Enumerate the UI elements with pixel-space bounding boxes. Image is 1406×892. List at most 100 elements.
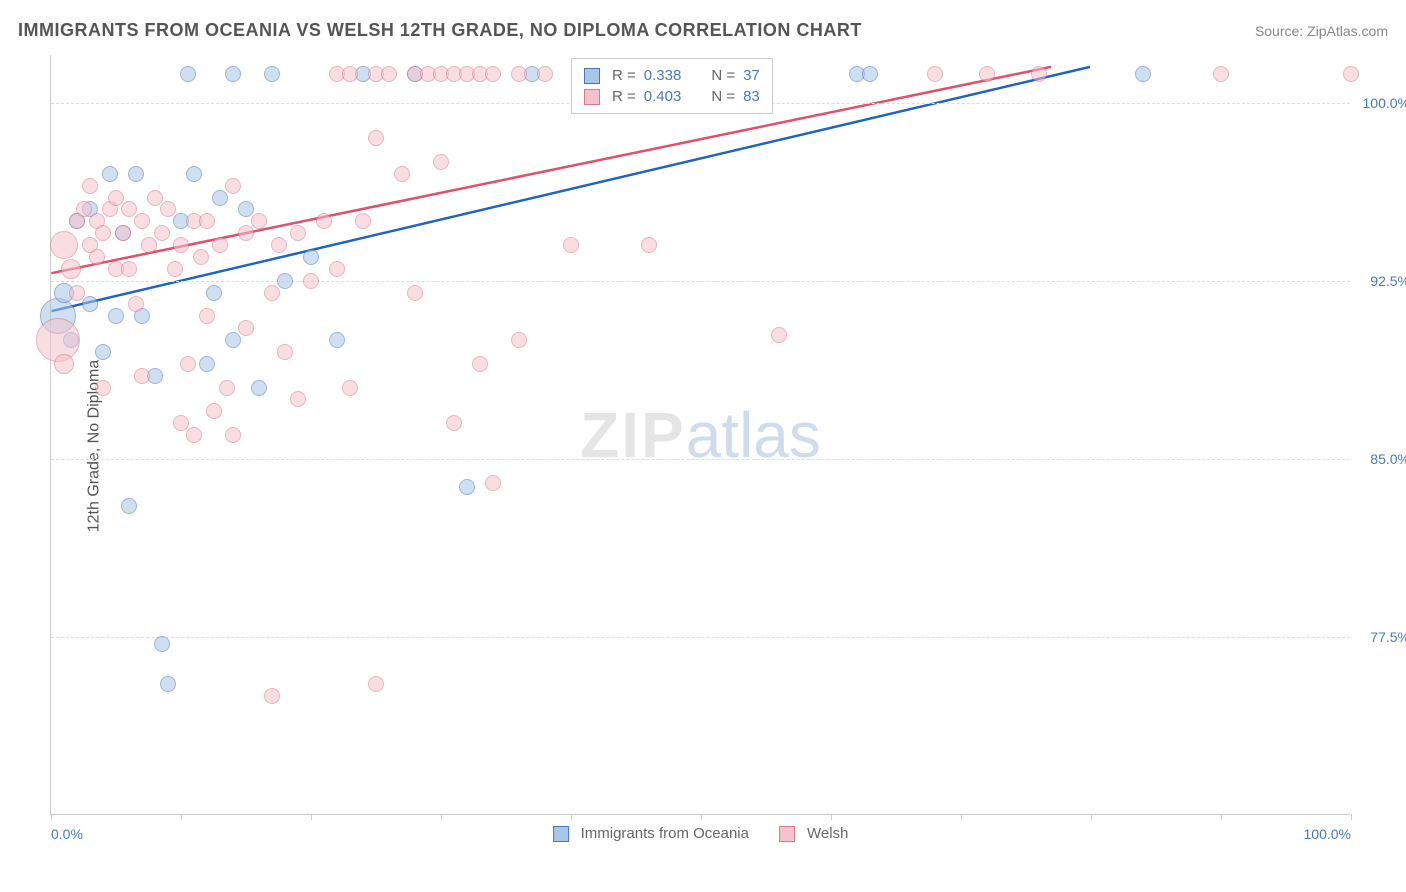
y-tick-label: 85.0% xyxy=(1370,451,1406,467)
legend-swatch xyxy=(553,826,569,842)
scatter-point xyxy=(1031,66,1047,82)
scatter-point xyxy=(82,178,98,194)
scatter-point xyxy=(199,356,215,372)
gridline xyxy=(51,459,1350,460)
scatter-point xyxy=(89,249,105,265)
x-tick xyxy=(1091,814,1092,820)
scatter-point xyxy=(206,403,222,419)
scatter-point xyxy=(173,415,189,431)
scatter-point xyxy=(186,166,202,182)
scatter-point xyxy=(368,130,384,146)
scatter-point xyxy=(225,66,241,82)
series-name: Immigrants from Oceania xyxy=(581,825,749,842)
scatter-point xyxy=(147,190,163,206)
scatter-point xyxy=(1135,66,1151,82)
x-tick xyxy=(1221,814,1222,820)
scatter-point xyxy=(446,415,462,431)
scatter-point xyxy=(167,261,183,277)
series-name: Welsh xyxy=(807,825,848,842)
scatter-point xyxy=(537,66,553,82)
scatter-point xyxy=(927,66,943,82)
r-value: 0.338 xyxy=(644,67,682,84)
scatter-point xyxy=(219,380,235,396)
series-legend-item: Immigrants from Oceania xyxy=(553,825,749,842)
n-label: N = xyxy=(711,67,735,84)
scatter-point xyxy=(771,327,787,343)
scatter-point xyxy=(154,225,170,241)
x-tick xyxy=(701,814,702,820)
scatter-point xyxy=(121,261,137,277)
scatter-point xyxy=(342,380,358,396)
r-value: 0.403 xyxy=(644,88,682,105)
scatter-point xyxy=(76,201,92,217)
scatter-point xyxy=(251,380,267,396)
x-tick xyxy=(181,814,182,820)
scatter-point xyxy=(277,273,293,289)
x-tick xyxy=(1351,814,1352,820)
scatter-point xyxy=(511,66,527,82)
y-tick-label: 77.5% xyxy=(1370,629,1406,645)
scatter-point xyxy=(979,66,995,82)
series-legend-item: Welsh xyxy=(779,825,848,842)
r-label: R = xyxy=(612,67,636,84)
scatter-point xyxy=(264,66,280,82)
scatter-point xyxy=(381,66,397,82)
n-label: N = xyxy=(711,88,735,105)
x-tick-label: 100.0% xyxy=(1304,826,1351,842)
scatter-point xyxy=(121,498,137,514)
scatter-point xyxy=(1213,66,1229,82)
x-tick xyxy=(961,814,962,820)
scatter-point xyxy=(251,213,267,229)
scatter-point xyxy=(134,213,150,229)
scatter-point xyxy=(368,676,384,692)
scatter-point xyxy=(199,213,215,229)
scatter-point xyxy=(277,344,293,360)
scatter-point xyxy=(238,225,254,241)
scatter-point xyxy=(199,308,215,324)
scatter-point xyxy=(225,427,241,443)
scatter-point xyxy=(160,676,176,692)
scatter-point xyxy=(193,249,209,265)
chart-title: IMMIGRANTS FROM OCEANIA VS WELSH 12TH GR… xyxy=(18,20,862,41)
x-tick xyxy=(571,814,572,820)
scatter-point xyxy=(271,237,287,253)
scatter-point xyxy=(121,201,137,217)
scatter-point xyxy=(128,166,144,182)
chart-source: Source: ZipAtlas.com xyxy=(1255,23,1388,39)
gridline xyxy=(51,281,1350,282)
scatter-point xyxy=(329,332,345,348)
x-tick xyxy=(311,814,312,820)
x-tick-label: 0.0% xyxy=(51,826,83,842)
scatter-point xyxy=(95,225,111,241)
scatter-point xyxy=(128,296,144,312)
series-legend: Immigrants from Oceania Welsh xyxy=(553,825,849,842)
x-tick xyxy=(51,814,52,820)
legend-swatch xyxy=(584,89,600,105)
scatter-point xyxy=(54,354,74,374)
scatter-point xyxy=(407,285,423,301)
scatter-point xyxy=(69,285,85,301)
y-tick-label: 92.5% xyxy=(1370,273,1406,289)
scatter-point xyxy=(238,320,254,336)
scatter-point xyxy=(862,66,878,82)
y-tick-label: 100.0% xyxy=(1363,95,1406,111)
r-label: R = xyxy=(612,88,636,105)
scatter-point xyxy=(511,332,527,348)
scatter-point xyxy=(160,201,176,217)
scatter-point xyxy=(180,66,196,82)
scatter-point xyxy=(108,190,124,206)
chart-plot-area: ZIPatlas 77.5%85.0%92.5%100.0%0.0%100.0%… xyxy=(50,55,1350,815)
scatter-point xyxy=(485,475,501,491)
scatter-point xyxy=(329,261,345,277)
scatter-point xyxy=(394,166,410,182)
scatter-point xyxy=(225,332,241,348)
scatter-point xyxy=(102,166,118,182)
stats-legend: R =0.338N =37R =0.403N =83 xyxy=(571,58,773,114)
scatter-point xyxy=(342,66,358,82)
x-tick xyxy=(441,814,442,820)
scatter-point xyxy=(459,479,475,495)
chart-header: IMMIGRANTS FROM OCEANIA VS WELSH 12TH GR… xyxy=(18,20,1388,41)
scatter-point xyxy=(108,308,124,324)
scatter-point xyxy=(50,231,78,259)
x-tick xyxy=(831,814,832,820)
